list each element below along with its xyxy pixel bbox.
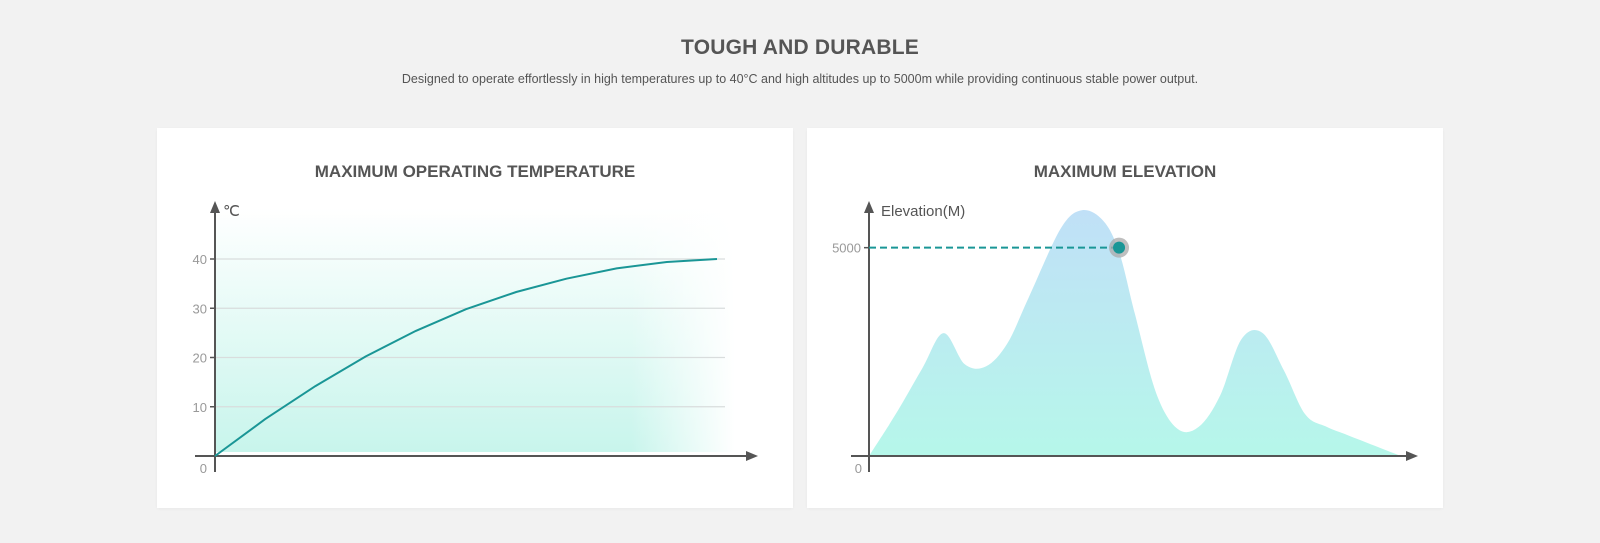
temperature-card: MAXIMUM OPERATING TEMPERATURE 10 20 30 40 ℃… bbox=[157, 128, 793, 508]
temperature-tick-label: 30 bbox=[193, 301, 207, 316]
elevation-tick-label: 5000 bbox=[832, 241, 861, 256]
elevation-chart-title: MAXIMUM ELEVATION bbox=[1033, 162, 1217, 181]
elevation-x-axis-arrow bbox=[1406, 451, 1418, 461]
temperature-y-axis-arrow bbox=[210, 201, 220, 213]
temperature-y-label: ℃ bbox=[223, 203, 240, 220]
elevation-area bbox=[869, 209, 1401, 456]
page-subtitle: Designed to operate effortlessly in high… bbox=[401, 72, 1199, 86]
temperature-tick-label: 20 bbox=[193, 351, 207, 366]
elevation-marker-point bbox=[1113, 241, 1126, 254]
temperature-fill-fade bbox=[215, 208, 735, 452]
elevation-y-axis-arrow bbox=[864, 201, 874, 213]
temperature-chart: 10 20 30 40 ℃ 0 bbox=[193, 201, 758, 476]
temperature-chart-title: MAXIMUM OPERATING TEMPERATURE bbox=[314, 162, 636, 181]
page-header: TOUGH AND DURABLE Designed to operate ef… bbox=[0, 36, 1600, 86]
temperature-tick-label: 10 bbox=[193, 400, 207, 415]
elevation-card: MAXIMUM ELEVATION 5000 Elevation(M) 0 bbox=[807, 128, 1443, 508]
page-title: TOUGH AND DURABLE bbox=[681, 36, 919, 59]
elevation-origin-label: 0 bbox=[855, 461, 862, 476]
temperature-series-line bbox=[214, 258, 718, 457]
elevation-y-label: Elevation(M) bbox=[881, 203, 965, 220]
temperature-tick-label: 40 bbox=[193, 252, 207, 267]
temperature-x-axis-arrow bbox=[746, 451, 758, 461]
elevation-chart: 5000 Elevation(M) 0 bbox=[832, 201, 1418, 476]
temperature-origin-label: 0 bbox=[200, 461, 207, 476]
